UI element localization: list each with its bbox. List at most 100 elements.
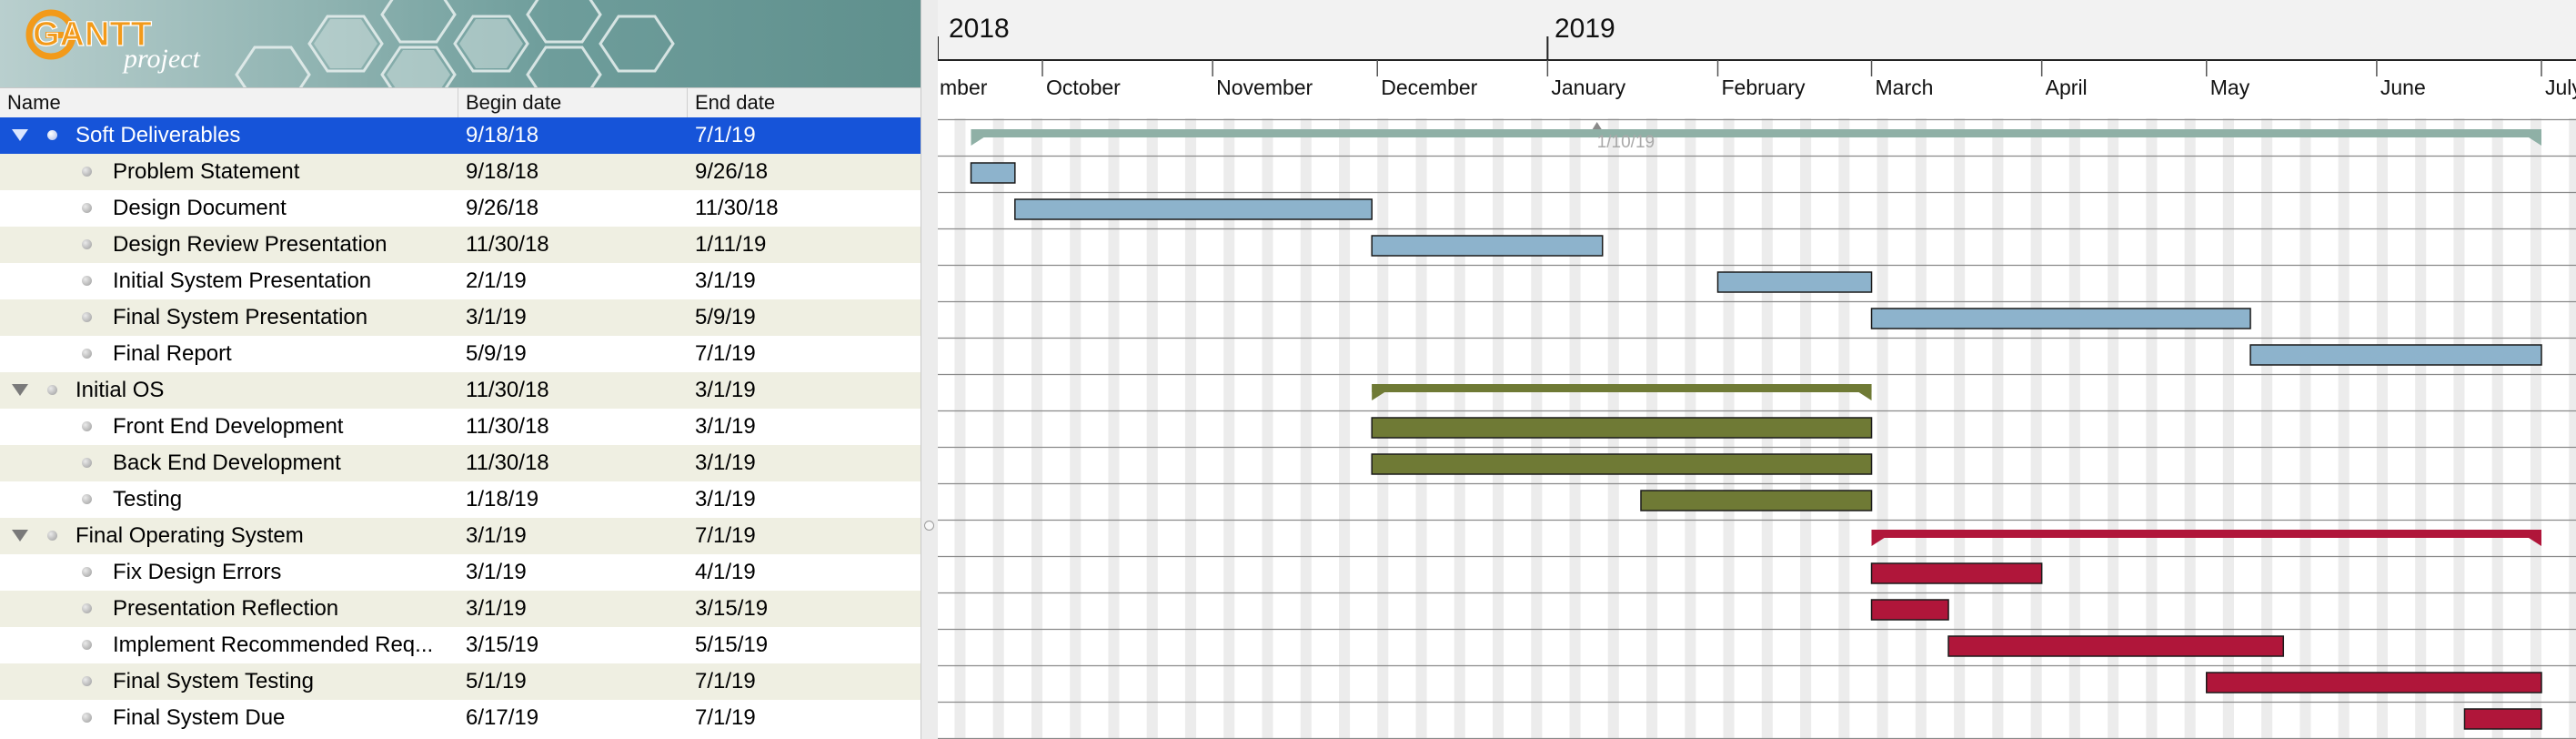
task-begin-date[interactable]: 11/30/18 bbox=[466, 414, 549, 439]
task-bar[interactable] bbox=[1371, 453, 1873, 475]
task-group-row[interactable]: Initial OS 11/30/18 3/1/19 bbox=[0, 372, 921, 409]
task-group-row[interactable]: Final Operating System 3/1/19 7/1/19 bbox=[0, 518, 921, 554]
task-row[interactable]: Design Document 9/26/18 11/30/18 bbox=[0, 190, 921, 227]
pane-splitter[interactable] bbox=[921, 0, 939, 739]
task-begin-date[interactable]: 5/9/19 bbox=[466, 341, 527, 366]
task-begin-date[interactable]: 3/1/19 bbox=[466, 596, 527, 621]
task-end-date[interactable]: 7/1/19 bbox=[695, 669, 756, 693]
task-row[interactable]: Final System Testing 5/1/19 7/1/19 bbox=[0, 663, 921, 700]
task-bar[interactable] bbox=[2206, 672, 2542, 693]
task-name[interactable]: Testing bbox=[113, 487, 183, 511]
task-end-date[interactable]: 4/1/19 bbox=[695, 560, 756, 584]
task-name[interactable]: Final System Testing bbox=[113, 669, 314, 693]
task-begin-date[interactable]: 11/30/18 bbox=[466, 232, 549, 257]
expand-triangle-icon[interactable] bbox=[12, 530, 28, 542]
task-end-date[interactable]: 3/1/19 bbox=[695, 268, 756, 293]
task-begin-date[interactable]: 9/18/18 bbox=[466, 159, 539, 184]
task-end-date[interactable]: 3/15/19 bbox=[695, 596, 769, 621]
task-begin-date[interactable]: 3/15/19 bbox=[466, 633, 539, 657]
task-row[interactable]: Front End Development 11/30/18 3/1/19 bbox=[0, 409, 921, 445]
task-row[interactable]: Implement Recommended Req... 3/15/19 5/15/… bbox=[0, 627, 921, 663]
task-begin-date[interactable]: 2/1/19 bbox=[466, 268, 527, 293]
summary-bar[interactable] bbox=[971, 129, 2541, 137]
task-row[interactable]: Fix Design Errors 3/1/19 4/1/19 bbox=[0, 554, 921, 591]
task-name[interactable]: Soft Deliverables bbox=[75, 123, 241, 147]
expand-triangle-icon[interactable] bbox=[12, 129, 28, 141]
splitter-grip-icon[interactable] bbox=[924, 521, 934, 531]
task-begin-date[interactable]: 3/1/19 bbox=[466, 305, 527, 329]
task-name[interactable]: Final System Presentation bbox=[113, 305, 368, 329]
task-name[interactable]: Back End Development bbox=[113, 450, 341, 475]
task-row[interactable]: Final Report 5/9/19 7/1/19 bbox=[0, 336, 921, 372]
task-bar[interactable] bbox=[970, 162, 1016, 184]
task-table-pane: GANTT project Name Begin date End date S… bbox=[0, 0, 921, 739]
task-name[interactable]: Final Report bbox=[113, 341, 232, 366]
task-name[interactable]: Front End Development bbox=[113, 414, 344, 439]
task-end-date[interactable]: 9/26/18 bbox=[695, 159, 769, 184]
task-bar[interactable] bbox=[1371, 417, 1873, 439]
column-header-begin-date[interactable]: Begin date bbox=[458, 88, 688, 117]
task-bar[interactable] bbox=[1640, 490, 1873, 511]
gantt-chart-area[interactable]: 2018 2019 mber October November December Janua… bbox=[938, 0, 2576, 739]
weekend-stripe bbox=[2453, 118, 2465, 739]
column-header-name[interactable]: Name bbox=[0, 88, 458, 117]
task-name[interactable]: Initial OS bbox=[75, 378, 165, 402]
task-name[interactable]: Implement Recommended Req... bbox=[113, 633, 434, 657]
task-row[interactable]: Initial System Presentation 2/1/19 3/1/19 bbox=[0, 263, 921, 299]
expand-triangle-icon[interactable] bbox=[12, 384, 28, 396]
task-end-date[interactable]: 7/1/19 bbox=[695, 705, 756, 730]
weekend-stripe bbox=[2569, 118, 2576, 739]
summary-bar[interactable] bbox=[1372, 384, 1872, 392]
task-name[interactable]: Design Document bbox=[113, 196, 287, 220]
task-bar[interactable] bbox=[1014, 198, 1373, 220]
task-end-date[interactable]: 5/15/19 bbox=[695, 633, 769, 657]
task-end-date[interactable]: 1/11/19 bbox=[695, 232, 767, 257]
task-begin-date[interactable]: 5/1/19 bbox=[466, 669, 527, 693]
task-bar[interactable] bbox=[1870, 308, 2251, 329]
task-begin-date[interactable]: 6/17/19 bbox=[466, 705, 539, 730]
summary-bar[interactable] bbox=[1871, 530, 2541, 538]
task-name[interactable]: Final System Due bbox=[113, 705, 286, 730]
task-end-date[interactable]: 3/1/19 bbox=[695, 487, 756, 511]
task-name[interactable]: Final Operating System bbox=[75, 523, 304, 548]
task-end-date[interactable]: 3/1/19 bbox=[695, 450, 756, 475]
column-header-end-date[interactable]: End date bbox=[695, 91, 776, 114]
task-bullet-icon bbox=[82, 421, 92, 431]
task-row[interactable]: Back End Development 11/30/18 3/1/19 bbox=[0, 445, 921, 481]
task-row[interactable]: Presentation Reflection 3/1/19 3/15/19 bbox=[0, 591, 921, 627]
task-begin-date[interactable]: 3/1/19 bbox=[466, 560, 527, 584]
task-name[interactable]: Initial System Presentation bbox=[113, 268, 372, 293]
task-name[interactable]: Fix Design Errors bbox=[113, 560, 282, 584]
task-row[interactable]: Final System Presentation 3/1/19 5/9/19 bbox=[0, 299, 921, 336]
task-end-date[interactable]: 7/1/19 bbox=[695, 341, 756, 366]
task-row[interactable]: Final System Due 6/17/19 7/1/19 bbox=[0, 700, 921, 736]
task-end-date[interactable]: 7/1/19 bbox=[695, 123, 756, 147]
task-begin-date[interactable]: 11/30/18 bbox=[466, 378, 549, 402]
task-end-date[interactable]: 3/1/19 bbox=[695, 378, 756, 402]
task-bullet-icon bbox=[82, 676, 92, 686]
task-bar[interactable] bbox=[1371, 235, 1604, 257]
task-end-date[interactable]: 5/9/19 bbox=[695, 305, 756, 329]
task-bar[interactable] bbox=[1870, 599, 1949, 621]
task-name[interactable]: Presentation Reflection bbox=[113, 596, 339, 621]
task-bar[interactable] bbox=[1947, 635, 2285, 657]
year-label-2018: 2018 bbox=[949, 14, 1010, 44]
task-end-date[interactable]: 3/1/19 bbox=[695, 414, 756, 439]
task-begin-date[interactable]: 1/18/19 bbox=[466, 487, 539, 511]
task-group-row[interactable]: Soft Deliverables 9/18/18 7/1/19 bbox=[0, 117, 921, 154]
task-end-date[interactable]: 11/30/18 bbox=[695, 196, 779, 220]
task-bar[interactable] bbox=[2463, 708, 2542, 730]
task-row[interactable]: Problem Statement 9/18/18 9/26/18 bbox=[0, 154, 921, 190]
task-begin-date[interactable]: 9/18/18 bbox=[466, 123, 539, 147]
task-bar[interactable] bbox=[1716, 271, 1873, 293]
task-begin-date[interactable]: 11/30/18 bbox=[466, 450, 549, 475]
task-bar[interactable] bbox=[1870, 562, 2043, 584]
task-begin-date[interactable]: 9/26/18 bbox=[466, 196, 539, 220]
task-begin-date[interactable]: 3/1/19 bbox=[466, 523, 527, 548]
task-row[interactable]: Testing 1/18/19 3/1/19 bbox=[0, 481, 921, 518]
task-row[interactable]: Design Review Presentation 11/30/18 1/11/1… bbox=[0, 227, 921, 263]
task-name[interactable]: Problem Statement bbox=[113, 159, 300, 184]
task-bar[interactable] bbox=[2249, 344, 2542, 366]
task-name[interactable]: Design Review Presentation bbox=[113, 232, 387, 257]
task-end-date[interactable]: 7/1/19 bbox=[695, 523, 756, 548]
